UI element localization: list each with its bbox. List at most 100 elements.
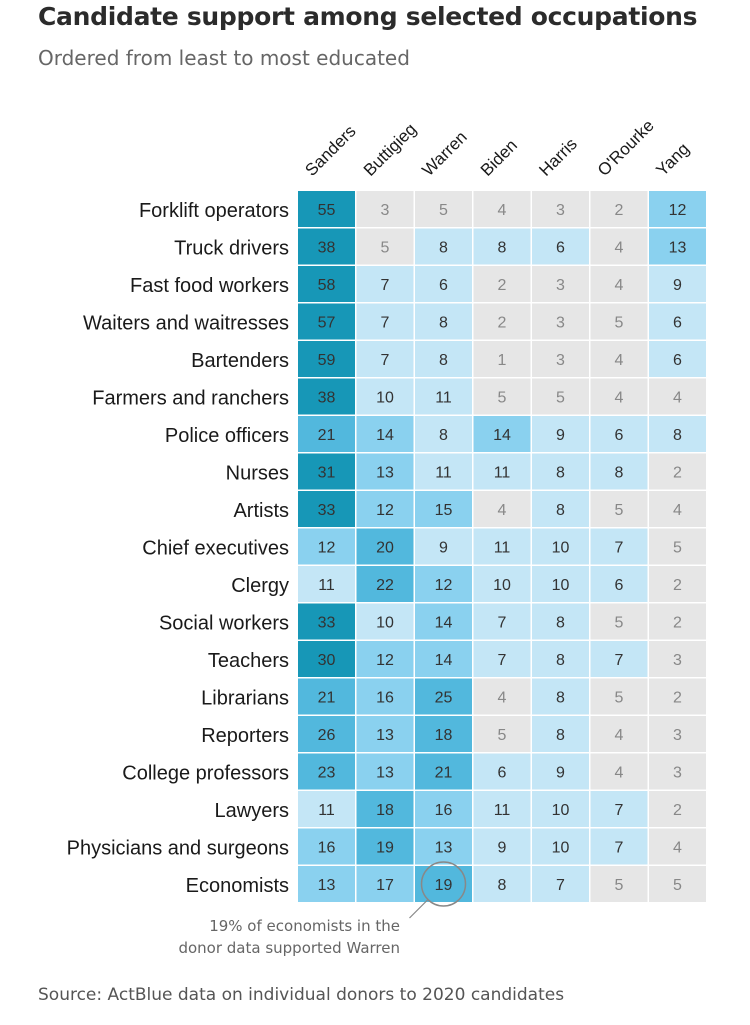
column-label-biden: Biden <box>477 136 521 180</box>
heatmap-cell <box>298 378 355 415</box>
column-label-buttigieg: Buttigieg <box>360 120 420 180</box>
heatmap-cell <box>298 566 355 602</box>
cell-value: 11 <box>494 802 511 819</box>
cell-value: 58 <box>318 277 336 294</box>
cell-value: 18 <box>435 727 453 744</box>
cell-value: 5 <box>615 314 624 331</box>
heatmap-cell <box>590 828 648 865</box>
cell-value: 8 <box>556 727 565 744</box>
cell-value: 7 <box>615 652 624 669</box>
heatmap-cell <box>473 791 531 827</box>
heatmap-cell <box>356 566 414 602</box>
heatmap-cell <box>473 228 531 265</box>
heatmap-cell <box>649 416 706 452</box>
heatmap-cell <box>649 716 706 752</box>
heatmap-cell <box>532 678 589 715</box>
cell-value: 6 <box>615 427 624 444</box>
cell-value: 12 <box>318 539 336 556</box>
row-label-truck-drivers: Truck drivers <box>174 237 289 259</box>
heatmap-cell <box>532 303 589 340</box>
cell-value: 7 <box>381 277 390 294</box>
heatmap-cell <box>415 641 472 677</box>
heatmap-cell <box>473 678 531 715</box>
cell-value: 8 <box>615 464 624 481</box>
heatmap-cell <box>649 828 706 865</box>
heatmap-cell <box>532 378 589 415</box>
row-label-reporters: Reporters <box>201 725 289 747</box>
heatmap-cell <box>649 603 706 640</box>
cell-value: 5 <box>498 389 507 406</box>
heatmap-cell <box>356 716 414 752</box>
cell-value: 12 <box>376 502 394 519</box>
heatmap-cell <box>415 303 472 340</box>
heatmap-cell <box>649 753 706 790</box>
cell-value: 5 <box>673 539 682 556</box>
heatmap-cell <box>590 566 648 602</box>
heatmap-cell <box>298 416 355 452</box>
heatmap-cell <box>415 753 472 790</box>
column-label-warren: Warren <box>418 127 470 179</box>
highlight-circle <box>420 861 467 907</box>
row-label-clergy: Clergy <box>231 575 289 597</box>
cell-value: 8 <box>673 427 682 444</box>
cell-value: 19 <box>376 839 394 856</box>
cell-value: 8 <box>556 502 565 519</box>
cell-value: 8 <box>556 614 565 631</box>
cell-value: 26 <box>318 727 336 744</box>
cell-value: 11 <box>435 389 452 406</box>
cell-value: 19 <box>435 877 453 894</box>
heatmap-cell <box>532 716 589 752</box>
cell-value: 12 <box>435 577 453 594</box>
cell-value: 4 <box>615 389 624 406</box>
heatmap-cell <box>298 866 355 902</box>
row-label-teachers: Teachers <box>208 650 289 672</box>
cell-value: 57 <box>318 314 336 331</box>
cell-value: 4 <box>615 277 624 294</box>
heatmap-cell <box>473 378 531 415</box>
cell-value: 4 <box>673 839 682 856</box>
heatmap-cell <box>473 716 531 752</box>
heatmap-cell <box>590 791 648 827</box>
heatmap-cell <box>590 716 648 752</box>
heatmap-cell <box>298 491 355 527</box>
cell-value: 8 <box>556 652 565 669</box>
cell-value: 7 <box>615 539 624 556</box>
cell-value: 3 <box>381 202 390 219</box>
heatmap-cell <box>532 453 589 490</box>
cell-value: 6 <box>498 764 507 781</box>
heatmap-cell <box>298 828 355 865</box>
row-label-fast-food-workers: Fast food workers <box>130 275 289 297</box>
cell-value: 10 <box>552 802 570 819</box>
heatmap-cell <box>590 341 648 377</box>
heatmap-cell <box>532 791 589 827</box>
cell-value: 9 <box>439 539 448 556</box>
heatmap-cell <box>473 641 531 677</box>
heatmap-cell <box>532 228 589 265</box>
cell-value: 25 <box>435 689 453 706</box>
annotation-leader-line <box>409 899 428 919</box>
heatmap-cell <box>298 266 355 302</box>
heatmap-cell <box>415 341 472 377</box>
cell-value: 11 <box>318 802 335 819</box>
cell-value: 5 <box>439 202 448 219</box>
heatmap-cell <box>356 678 414 715</box>
cell-value: 23 <box>318 764 336 781</box>
cell-value: 38 <box>318 389 336 406</box>
cell-value: 10 <box>376 389 394 406</box>
cell-value: 13 <box>376 464 394 481</box>
cell-value: 8 <box>556 464 565 481</box>
heatmap-cell <box>649 641 706 677</box>
heatmap-cell <box>532 528 589 565</box>
cell-value: 6 <box>615 577 624 594</box>
heatmap-cell <box>415 678 472 715</box>
chart-subtitle: Ordered from least to most educated <box>38 46 410 70</box>
heatmap-cell <box>356 603 414 640</box>
cell-value: 2 <box>673 689 682 706</box>
cell-value: 4 <box>498 689 507 706</box>
cell-value: 21 <box>435 764 453 781</box>
cell-value: 12 <box>376 652 394 669</box>
cell-value: 12 <box>669 202 687 219</box>
heatmap-cell <box>415 603 472 640</box>
cell-value: 4 <box>615 727 624 744</box>
